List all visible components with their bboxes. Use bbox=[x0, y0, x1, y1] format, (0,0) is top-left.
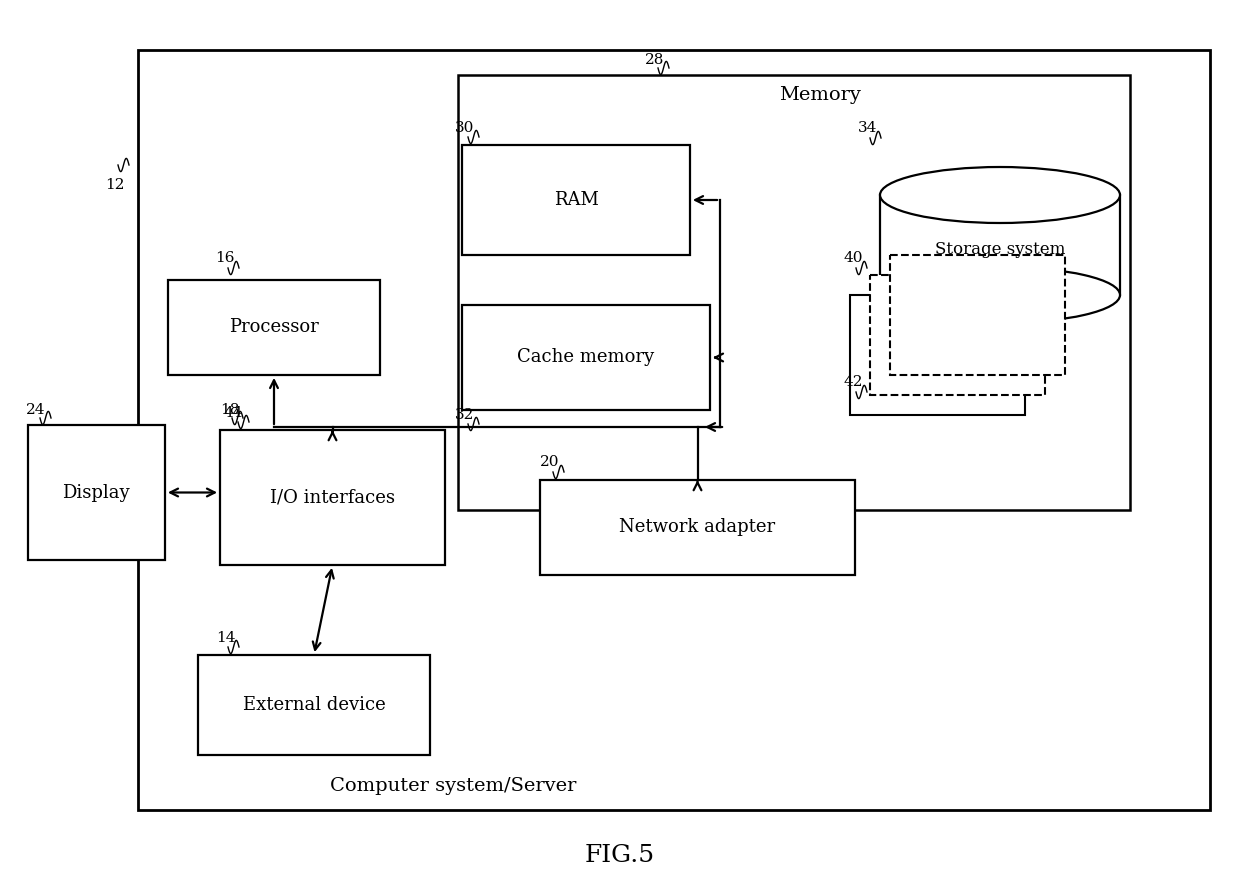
Text: 18: 18 bbox=[219, 403, 239, 417]
Text: 34: 34 bbox=[858, 121, 878, 135]
Text: 24: 24 bbox=[26, 403, 46, 417]
Bar bbox=[458, 75, 1130, 510]
Text: I/O interfaces: I/O interfaces bbox=[269, 489, 394, 507]
Text: Cache memory: Cache memory bbox=[517, 348, 655, 366]
Text: Network adapter: Network adapter bbox=[619, 518, 775, 536]
Text: 32: 32 bbox=[455, 408, 475, 422]
Bar bbox=[29, 425, 165, 560]
Bar bbox=[138, 50, 1210, 810]
Text: 42: 42 bbox=[843, 375, 863, 389]
Bar bbox=[219, 430, 445, 565]
Text: 14: 14 bbox=[216, 631, 236, 645]
Ellipse shape bbox=[880, 267, 1120, 323]
Text: Computer system/Server: Computer system/Server bbox=[330, 777, 577, 795]
Bar bbox=[880, 195, 1120, 295]
Text: 30: 30 bbox=[455, 121, 475, 135]
Bar bbox=[167, 280, 379, 375]
Bar bbox=[870, 275, 1045, 395]
Text: 44: 44 bbox=[224, 406, 243, 420]
Bar bbox=[463, 145, 689, 255]
Text: Display: Display bbox=[62, 484, 130, 502]
Bar bbox=[849, 295, 1025, 415]
Text: RAM: RAM bbox=[553, 191, 599, 209]
Text: Memory: Memory bbox=[779, 86, 861, 104]
Text: FIG.5: FIG.5 bbox=[585, 844, 655, 867]
Bar bbox=[539, 480, 856, 575]
Bar bbox=[463, 305, 711, 410]
Bar bbox=[890, 255, 1065, 375]
Text: 16: 16 bbox=[215, 251, 234, 265]
Bar bbox=[198, 655, 430, 755]
Text: Processor: Processor bbox=[229, 318, 319, 336]
Text: 12: 12 bbox=[105, 178, 124, 192]
Ellipse shape bbox=[880, 167, 1120, 223]
Text: External device: External device bbox=[243, 696, 386, 714]
Text: Storage system: Storage system bbox=[935, 242, 1065, 259]
Text: 40: 40 bbox=[843, 251, 863, 265]
Text: 20: 20 bbox=[539, 455, 559, 469]
Text: 28: 28 bbox=[645, 53, 665, 67]
